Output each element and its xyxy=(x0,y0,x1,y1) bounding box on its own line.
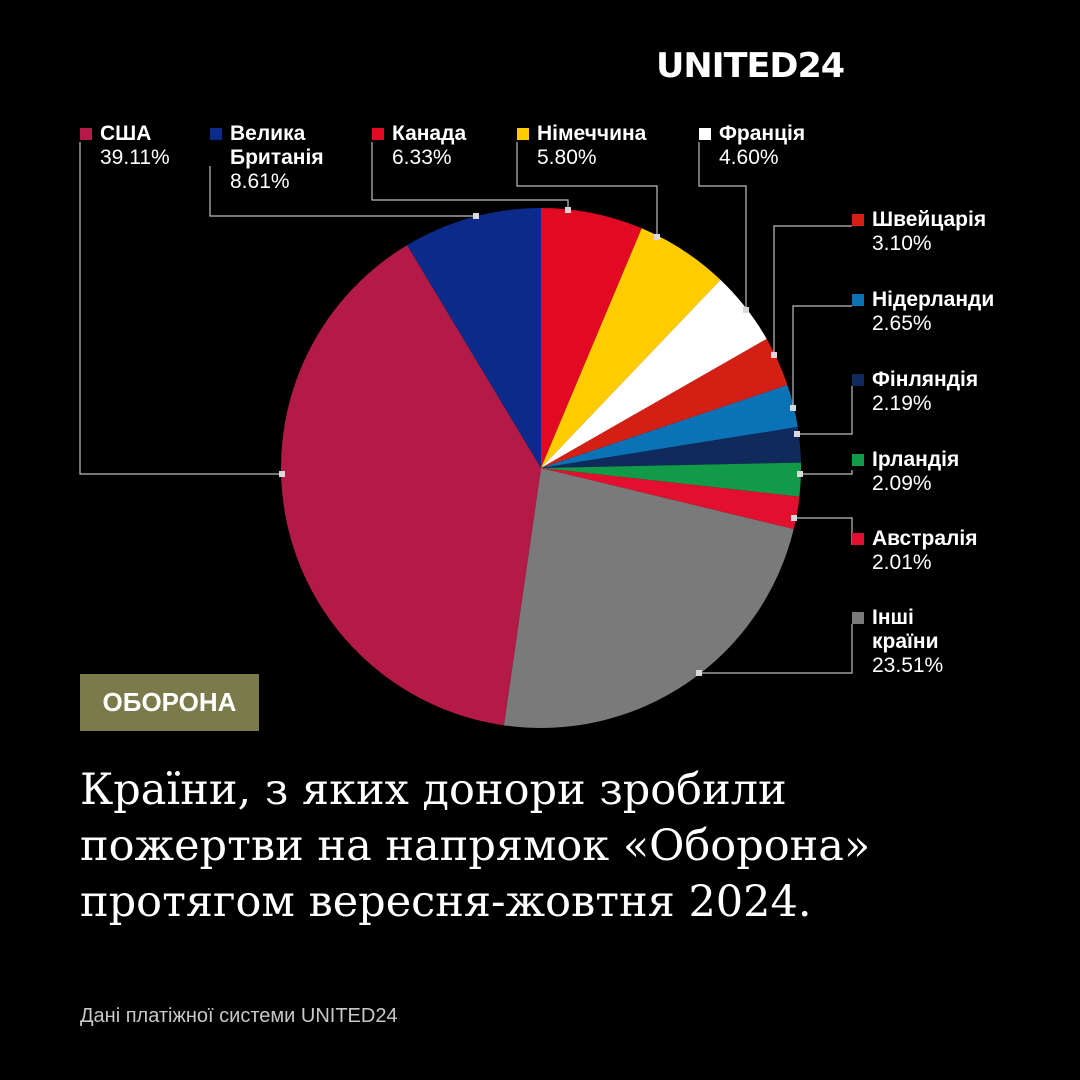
legend-item-ireland: Ірландія 2.09% xyxy=(852,448,959,496)
leader-line-great-britain xyxy=(209,166,476,217)
legend-item-australia: Австралія 2.01% xyxy=(852,527,977,575)
leader-marker-usa xyxy=(279,471,285,477)
leader-marker-other-countries xyxy=(696,670,702,676)
leader-line-ireland xyxy=(800,470,853,475)
leader-line-usa xyxy=(79,142,282,475)
headline: Країни, з яких донори зробили пожертви н… xyxy=(80,762,1020,930)
leader-marker-australia xyxy=(791,515,797,521)
legend-label-netherlands: Нідерланди xyxy=(872,288,995,311)
leader-line-switzerland xyxy=(773,225,852,355)
legend-swatch-netherlands xyxy=(852,294,864,306)
legend-swatch-finland xyxy=(852,374,864,386)
legend-swatch-usa xyxy=(80,128,92,140)
legend-label-ireland: Ірландія xyxy=(872,448,960,471)
legend-value-canada: 6.33% xyxy=(392,146,452,169)
pie-slice-france xyxy=(541,279,767,468)
legend-swatch-canada xyxy=(372,128,384,140)
leader-line-other-countries xyxy=(699,624,853,674)
headline-line-3: протягом вересня-жовтня 2024. xyxy=(80,877,812,927)
leader-line-netherlands xyxy=(792,305,852,408)
leader-line-germany xyxy=(516,142,658,237)
source-note: Дані платіжної системи UNITED24 xyxy=(80,1005,398,1027)
pie-slice-germany xyxy=(541,228,721,468)
legend-swatch-france xyxy=(699,128,711,140)
pie-slice-finland xyxy=(541,427,801,468)
leader-marker-ireland xyxy=(797,471,803,477)
legend-item-other-countries: Інші країни 23.51% xyxy=(852,606,962,678)
legend-item-switzerland: Швейцарія 3.10% xyxy=(852,208,986,256)
legend-value-usa: 39.11% xyxy=(100,146,170,169)
legend-value-france: 4.60% xyxy=(719,146,779,169)
pie-slice-canada xyxy=(541,208,642,468)
legend-label-finland: Фінляндія xyxy=(872,368,979,391)
united24-logo: UNITED24 xyxy=(656,46,845,86)
leader-marker-canada xyxy=(565,207,571,213)
headline-line-1: Країни, з яких донори зробили xyxy=(80,765,787,815)
pie-slice-netherlands xyxy=(541,385,798,468)
leader-line-canada xyxy=(371,142,569,210)
legend-swatch-switzerland xyxy=(852,214,864,226)
legend-label-australia: Австралія xyxy=(872,527,978,550)
legend-item-canada: Канада 6.33% xyxy=(372,122,466,170)
leader-marker-finland xyxy=(794,431,800,437)
leader-marker-france xyxy=(743,307,749,313)
legend-swatch-australia xyxy=(852,533,864,545)
leader-line-australia xyxy=(794,517,853,545)
pie-slice-usa xyxy=(281,245,541,726)
legend-item-germany: Німеччина 5.80% xyxy=(517,122,646,170)
leader-line-finland xyxy=(797,386,853,435)
legend-value-other-countries: 23.51% xyxy=(872,654,944,677)
legend-swatch-germany xyxy=(517,128,529,140)
legend-label-germany: Німеччина xyxy=(537,122,647,145)
leader-marker-switzerland xyxy=(771,352,777,358)
pie-slice-australia xyxy=(541,468,800,530)
leader-marker-germany xyxy=(654,234,660,240)
legend-label-usa: США xyxy=(100,122,152,145)
legend-value-australia: 2.01% xyxy=(872,551,932,574)
legend-swatch-other-countries xyxy=(852,612,864,624)
legend-swatch-ireland xyxy=(852,454,864,466)
legend-label-great-britain: Велика Британія xyxy=(230,122,324,169)
legend-item-netherlands: Нідерланди 2.65% xyxy=(852,288,994,336)
legend-value-ireland: 2.09% xyxy=(872,472,932,495)
legend-item-france: Франція 4.60% xyxy=(699,122,805,170)
leader-marker-netherlands xyxy=(790,405,796,411)
legend-value-finland: 2.19% xyxy=(872,392,932,415)
legend-value-great-britain: 8.61% xyxy=(230,170,290,193)
legend-item-finland: Фінляндія 2.19% xyxy=(852,368,978,416)
leader-line-france xyxy=(698,142,747,310)
pie-slice-other-countries xyxy=(503,468,794,729)
pie-slice-great-britain xyxy=(407,208,541,468)
leader-marker-great-britain xyxy=(473,213,479,219)
legend-value-netherlands: 2.65% xyxy=(872,312,932,335)
pie-slice-ireland xyxy=(541,462,801,497)
legend-item-usa: США 39.11% xyxy=(80,122,170,170)
legend-label-switzerland: Швейцарія xyxy=(872,208,987,231)
headline-line-2: пожертви на напрямок «Оборона» xyxy=(80,821,871,871)
legend-swatch-great-britain xyxy=(210,128,222,140)
legend-label-canada: Канада xyxy=(392,122,467,145)
legend-label-france: Франція xyxy=(719,122,806,145)
pie-slice-switzerland xyxy=(541,338,788,468)
legend-label-other-countries: Інші країни xyxy=(872,606,939,653)
category-badge: ОБОРОНА xyxy=(80,674,259,731)
legend-value-switzerland: 3.10% xyxy=(872,232,932,255)
legend-value-germany: 5.80% xyxy=(537,146,597,169)
legend-item-great-britain: Велика Британія 8.61% xyxy=(210,122,350,194)
